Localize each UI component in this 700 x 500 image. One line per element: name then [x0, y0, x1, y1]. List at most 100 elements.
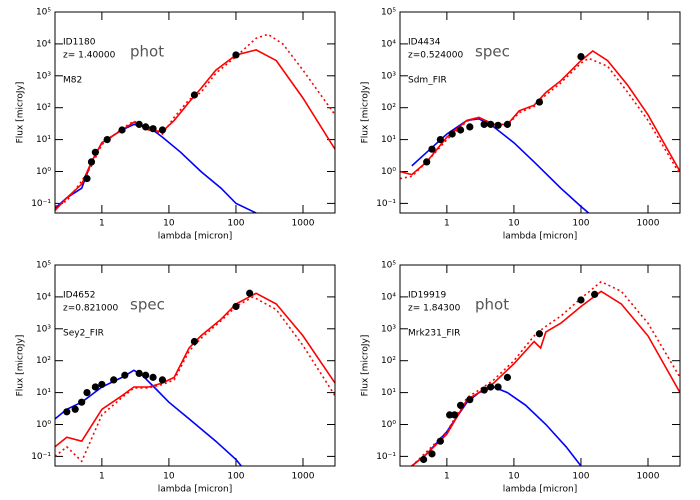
data-point [503, 373, 512, 381]
annotation: z=0.821000 [63, 304, 118, 314]
x-axis-label: lambda [micron] [503, 485, 578, 495]
y-tick-label: 10⁴ [36, 39, 51, 49]
data-point [535, 330, 544, 338]
data-point [71, 405, 79, 413]
annotation: phot [475, 296, 509, 314]
panel: 1 10 100 1000 10⁻¹ 10⁰ 10¹ 10² 10³ 10⁴ 10⁵ lambda [… [361, 8, 681, 242]
y-tick-label: 10⁰ [381, 167, 396, 177]
sed-line [55, 295, 335, 463]
data-point [246, 289, 254, 297]
y-tick-label: 10¹ [381, 388, 396, 398]
data-point [158, 376, 167, 384]
x-tick-label: 100 [572, 219, 589, 229]
plot-frame [399, 11, 681, 214]
annotation: ID19919 [408, 291, 446, 301]
series-group [400, 50, 680, 213]
data-point [91, 383, 99, 391]
annotation: Mrk231_FIR [408, 329, 460, 339]
data-point [577, 296, 585, 304]
y-tick-label: 10⁰ [36, 420, 51, 430]
data-point [450, 411, 459, 419]
data-point [118, 126, 126, 134]
annotation: z= 1.40000 [63, 51, 116, 61]
data-point [466, 396, 474, 404]
data-point [428, 145, 436, 153]
y-axis-label: Flux [microJy] [361, 82, 371, 144]
y-tick-label: 10⁴ [381, 39, 396, 49]
x-axis-label: lambda [micron] [503, 232, 578, 242]
y-axis-label: Flux [microJy] [361, 335, 371, 397]
annotation: spec [475, 43, 510, 61]
y-tick-label: 10⁻¹ [31, 199, 51, 209]
data-point [149, 125, 157, 133]
data-point [494, 121, 502, 129]
annotation: Sey2_FIR [63, 329, 104, 339]
x-tick-label: 1 [444, 219, 450, 229]
y-tick-label: 10³ [36, 324, 51, 334]
sed-line [55, 123, 257, 213]
annotation: ID4652 [63, 291, 96, 301]
y-tick-label: 10¹ [36, 388, 51, 398]
data-point [142, 371, 150, 379]
annotation: spec [130, 296, 165, 314]
panel: 1 10 100 1000 10⁻¹ 10⁰ 10¹ 10² 10³ 10⁴ 10⁵ lambda [… [16, 8, 336, 242]
data-point [436, 135, 444, 144]
sed-line [400, 50, 680, 176]
plot-frame [54, 264, 336, 467]
data-point [98, 380, 106, 389]
annotation: M82 [63, 76, 82, 86]
data-point [456, 126, 465, 134]
data-point [91, 148, 99, 156]
y-tick-label: 10² [381, 103, 396, 113]
x-tick-label: 10 [508, 219, 520, 229]
data-point [135, 120, 143, 128]
data-point [487, 383, 495, 391]
sed-line [411, 117, 590, 213]
data-point [591, 290, 599, 298]
series-group [55, 33, 335, 213]
sed-line [55, 49, 335, 212]
y-tick-label: 10² [36, 356, 51, 366]
x-tick-label: 1000 [292, 472, 315, 482]
y-tick-label: 10⁵ [381, 261, 396, 271]
annotation: ID1180 [63, 38, 96, 48]
y-tick-label: 10⁵ [381, 8, 396, 18]
data-point [428, 450, 436, 458]
sed-line [55, 33, 335, 208]
y-tick-label: 10⁻¹ [31, 452, 51, 462]
data-point [103, 135, 111, 144]
x-tick-label: 1000 [637, 219, 660, 229]
sed-line [411, 290, 680, 466]
x-tick-label: 10 [163, 472, 175, 482]
x-axis-label: lambda [micron] [158, 485, 233, 495]
data-point [448, 130, 456, 138]
x-tick-label: 1 [99, 219, 105, 229]
y-tick-label: 10³ [36, 71, 51, 81]
data-point [83, 174, 91, 183]
data-point [78, 398, 86, 406]
x-tick-label: 100 [227, 472, 244, 482]
panel: 1 10 100 1000 10⁻¹ 10⁰ 10¹ 10² 10³ 10⁴ 10⁵ lambda [… [361, 261, 681, 495]
sed-line [411, 386, 582, 466]
y-tick-label: 10² [36, 103, 51, 113]
x-tick-label: 100 [227, 219, 244, 229]
annotation: phot [130, 43, 164, 61]
data-point [577, 52, 585, 61]
annotation: Sdm_FIR [408, 76, 447, 86]
data-point [423, 158, 431, 166]
data-point [232, 51, 240, 59]
y-tick-label: 10³ [381, 71, 396, 81]
plot-frame [399, 264, 681, 467]
x-tick-label: 1 [444, 472, 450, 482]
data-point [456, 401, 465, 409]
data-point [420, 455, 428, 464]
plot-frame [54, 11, 336, 214]
data-point [121, 371, 129, 379]
data-point [436, 437, 444, 445]
data-point [110, 376, 118, 384]
data-point [466, 123, 474, 131]
y-tick-label: 10⁰ [381, 420, 396, 430]
data-point [232, 302, 240, 311]
sed-line [55, 369, 242, 466]
